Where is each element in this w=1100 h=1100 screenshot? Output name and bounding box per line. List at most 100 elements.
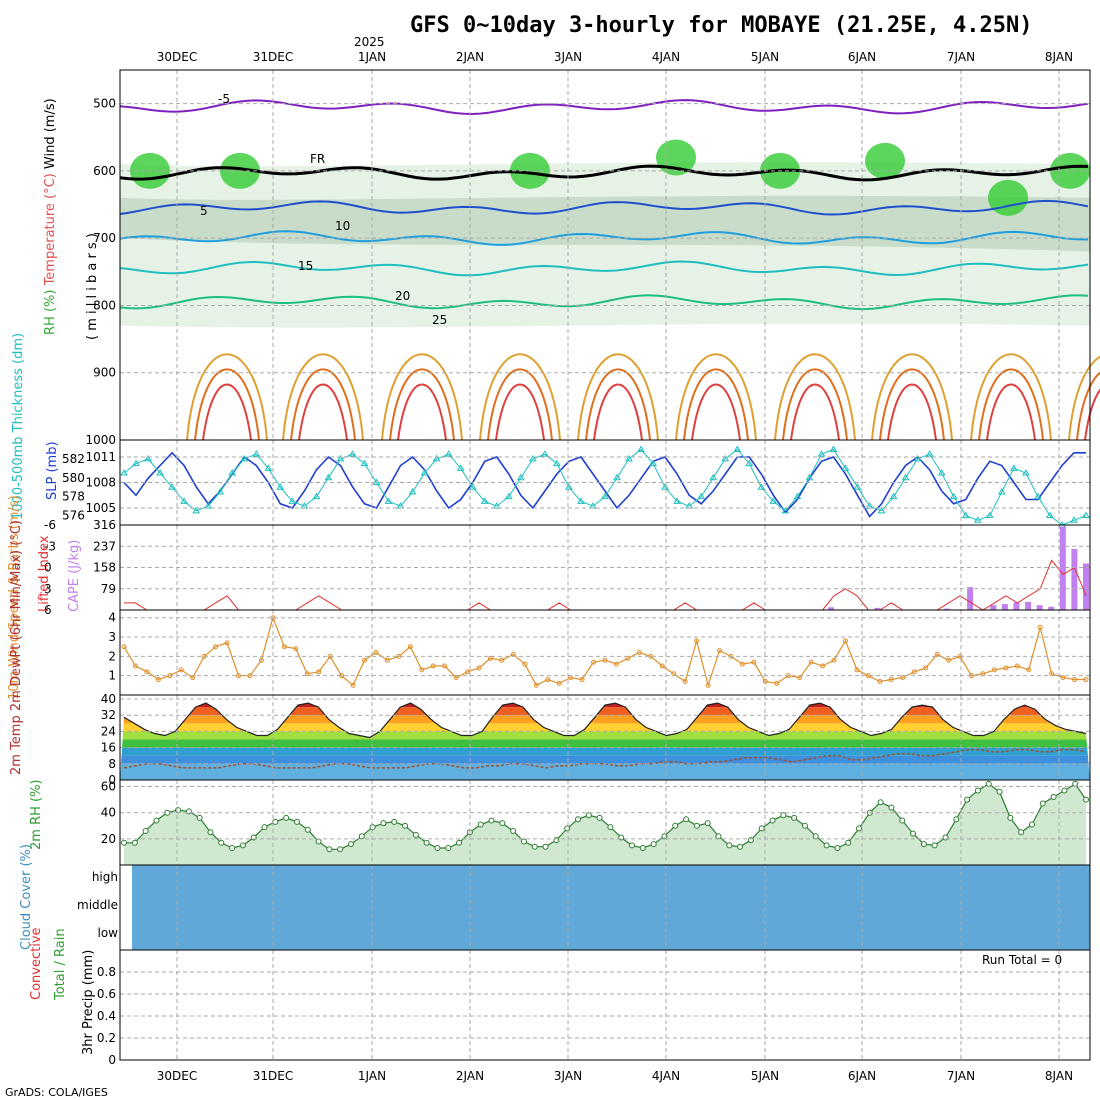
top-date-label: 2JAN <box>456 50 484 64</box>
rh2m-point <box>391 818 398 825</box>
thickness-point <box>456 464 465 471</box>
rh2m-point <box>715 833 722 840</box>
wind-speed-point <box>911 669 917 675</box>
temp-tick-label: 8 <box>108 757 116 771</box>
rh2m-point <box>823 842 830 849</box>
cape-bar <box>828 607 835 610</box>
precip-ylabel: 3hr Precip (mm) <box>81 950 96 1055</box>
thickness-point <box>168 483 176 490</box>
low-level-contour <box>970 353 1052 441</box>
thickness-point <box>264 464 273 471</box>
thickness-point <box>408 487 417 495</box>
precip-panel <box>119 949 1091 1061</box>
upper-air-ylabel: RH (%) Temperature (°C) Wind (m/s) <box>43 98 58 335</box>
rh2m-point <box>856 825 863 832</box>
rh2m-point <box>596 814 603 821</box>
rh2m-tick-label: 60 <box>101 780 116 794</box>
low-level-contour <box>495 383 545 441</box>
precip-tick-label: 0.2 <box>97 1031 116 1045</box>
temp-color-band <box>120 739 1090 748</box>
thickness-point <box>817 450 826 457</box>
thickness-point <box>348 450 357 457</box>
thickness-point <box>757 483 766 490</box>
thickness-point <box>553 459 561 467</box>
wind-ylabel: 10m Wind Speed & Barbs (m/s) <box>7 495 22 700</box>
thickness-point <box>997 487 1006 495</box>
rh2m-point <box>131 839 138 846</box>
rh2m-point <box>985 780 992 787</box>
wind-tick-label: 3 <box>108 630 116 644</box>
precip-ylabel2: Total / Rain <box>53 928 68 1001</box>
bottom-date-label: 3JAN <box>554 1069 582 1083</box>
rh2m-point <box>726 842 733 849</box>
thickness-point <box>793 492 802 500</box>
wind-speed-point <box>808 659 814 665</box>
rh2m-point <box>834 845 841 851</box>
li-tick-label: 6 <box>44 603 52 617</box>
dewpoint-line <box>123 748 1087 769</box>
wind-speed-point <box>843 638 848 644</box>
wind-speed-point <box>1026 667 1032 673</box>
low-level-contour <box>577 353 659 441</box>
wind-speed-point <box>281 644 287 650</box>
rh2m-point <box>380 820 387 827</box>
low-level-contour <box>887 383 937 441</box>
rh2m-point <box>293 818 300 825</box>
rh2m-point <box>845 839 852 846</box>
rh2m-point <box>510 828 517 834</box>
rh2m-point <box>1028 821 1035 828</box>
thickness-ylabel: 1000-500mb Thickness (dm) <box>11 333 26 520</box>
rh2m-point <box>423 839 430 846</box>
rh2m-point <box>337 846 344 853</box>
temp-tick-label: 16 <box>101 741 116 755</box>
pressure-tick-label: 500 <box>93 97 116 111</box>
precip-tick-label: 0.8 <box>97 965 116 979</box>
low-level-contour <box>186 353 268 441</box>
bottom-date-label: 8JAN <box>1045 1069 1073 1083</box>
bottom-date-label: 1JAN <box>358 1069 386 1083</box>
rh-high-area <box>1050 152 1090 189</box>
run-total: Run Total = 0 <box>982 953 1062 967</box>
pressure-tick-label: 1000 <box>85 433 116 447</box>
rh2m-point <box>142 828 149 834</box>
top-date-label: 3JAN <box>554 50 582 64</box>
rh2m-point <box>1039 800 1046 807</box>
rh2m-point <box>412 831 419 838</box>
thickness-point <box>769 497 778 504</box>
temp-ylabel: 2m Temp 2m DewPt (6hr Min/Max) (°C) <box>9 520 24 775</box>
thickness-point <box>132 459 140 467</box>
thickness-point <box>661 483 670 490</box>
wind-speed-point <box>316 669 322 675</box>
low-level-contour <box>986 383 1036 441</box>
thickness-point <box>528 454 537 462</box>
rh2m-point <box>369 824 376 831</box>
bottom-date-label: 4JAN <box>652 1069 680 1083</box>
rh2m-point <box>456 839 463 846</box>
thickness-point <box>192 506 201 514</box>
wind-speed-point <box>224 640 230 646</box>
wind-speed-point <box>556 680 562 686</box>
isotherm-line <box>119 230 1089 246</box>
wind-speed-point <box>854 667 860 673</box>
thickness-point <box>120 469 128 476</box>
thickness-tick-label: 578 <box>62 490 85 504</box>
rh2m-point <box>326 846 333 853</box>
pressure-tick-label: 600 <box>93 164 116 178</box>
thickness-point <box>204 502 213 509</box>
slp-tick-label: 1005 <box>85 501 116 515</box>
wind-speed-point <box>751 659 757 665</box>
cape-bar <box>1071 548 1078 610</box>
rh2m-point <box>1072 780 1079 787</box>
low-level-contour <box>298 383 348 441</box>
low-level-contour <box>1084 388 1100 441</box>
top-date-label: 8JAN <box>1045 50 1073 64</box>
rh2m-point <box>801 822 808 829</box>
wind-speed-point <box>373 650 379 655</box>
thickness-point <box>697 492 706 500</box>
thickness-tick-label: 582 <box>62 452 85 466</box>
slp-tick-label: 1011 <box>85 450 116 464</box>
thickness-point <box>889 492 898 500</box>
isotherm-label: 5 <box>200 204 208 218</box>
low-level-contour <box>381 353 463 441</box>
rh2m-point <box>434 845 441 851</box>
